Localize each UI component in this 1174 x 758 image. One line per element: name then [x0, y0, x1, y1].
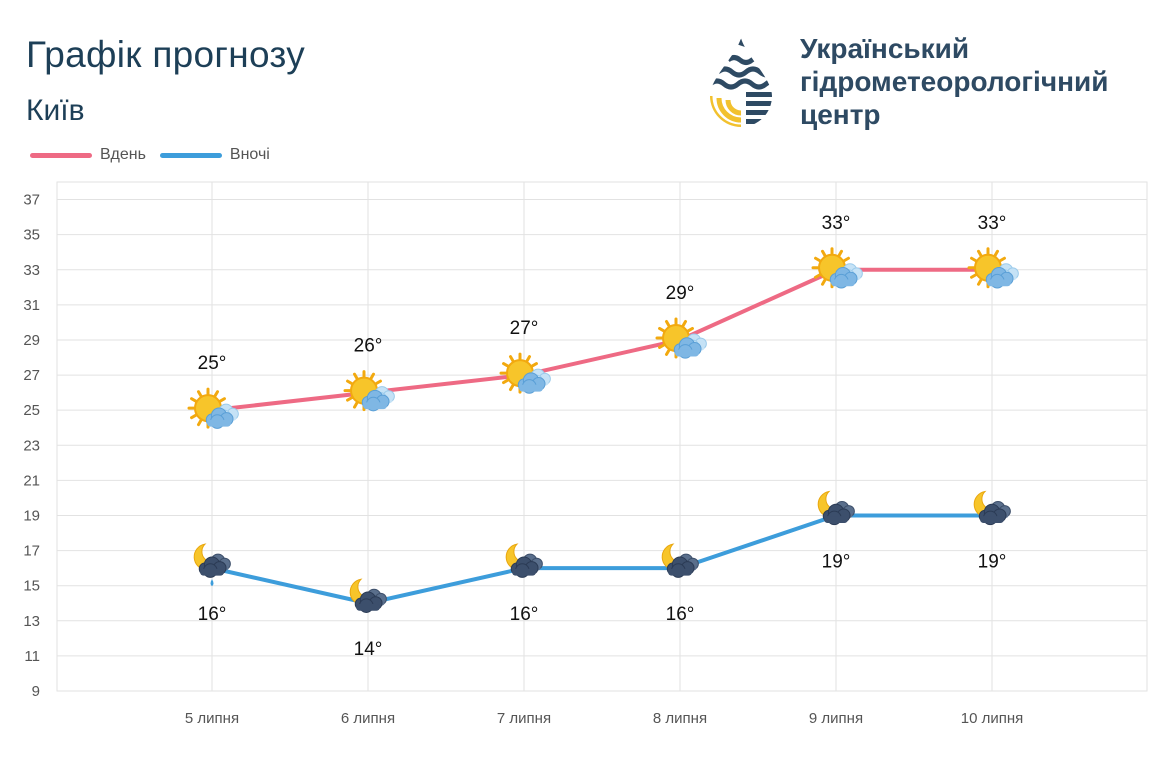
legend-label-day: Вдень — [100, 146, 146, 163]
moon-cloud-icon — [973, 490, 1011, 526]
data-label-day: 25° — [198, 353, 227, 374]
data-label-night: 16° — [198, 604, 227, 625]
y-tick-label: 9 — [32, 683, 40, 700]
line-day — [211, 267, 992, 413]
ukrhydromet-logo — [710, 38, 772, 127]
legend-item-night[interactable]: Вночі — [159, 146, 270, 164]
x-tick-label: 9 липня — [809, 710, 863, 727]
data-label-day: 33° — [978, 213, 1007, 234]
series-day: 25° 26° 27° 29° 33° 33° — [187, 213, 1019, 429]
y-tick-label: 27 — [23, 367, 40, 384]
org-name: Український гідрометеорологічний центр — [800, 32, 1108, 131]
data-label-night: 19° — [822, 551, 851, 572]
sun-cloud-icon — [655, 317, 707, 359]
series-night: 16° 14° 16° 16° 19° 19° — [193, 490, 1011, 660]
legend-item-day[interactable]: Вдень — [30, 146, 146, 164]
y-tick-label: 15 — [23, 578, 40, 595]
moon-cloud-icon — [661, 543, 699, 578]
x-tick-label: 5 липня — [185, 710, 239, 727]
chart-legend: Вдень Вночі — [30, 146, 284, 164]
x-tick-label: 6 липня — [341, 710, 395, 727]
data-label-night: 19° — [978, 551, 1007, 572]
x-tick-label: 7 липня — [497, 710, 551, 727]
data-label-night: 14° — [354, 639, 383, 660]
org-name-line1: Український — [800, 33, 970, 64]
y-tick-label: 29 — [23, 332, 40, 349]
y-tick-label: 17 — [23, 543, 40, 560]
data-label-night: 16° — [666, 604, 695, 625]
moon-cloud-icon — [817, 490, 855, 526]
sun-cloud-icon — [499, 352, 551, 394]
page-title: Графік прогнозу — [26, 34, 306, 75]
sun-cloud-icon — [187, 387, 239, 429]
data-label-day: 29° — [666, 283, 695, 304]
city-name: Київ — [26, 94, 85, 127]
data-label-day: 33° — [822, 213, 851, 234]
org-name-line3: центр — [800, 99, 881, 130]
y-tick-label: 37 — [23, 192, 40, 209]
org-name-line2: гідрометеорологічний — [800, 66, 1109, 97]
moon-cloud-icon — [349, 578, 387, 613]
sun-cloud-icon — [811, 247, 863, 289]
legend-swatch-day — [30, 152, 92, 158]
y-tick-label: 19 — [23, 507, 40, 524]
moon-cloud-icon — [505, 543, 543, 578]
y-tick-label: 11 — [24, 648, 40, 665]
y-tick-label: 33 — [23, 262, 40, 279]
x-tick-label: 8 липня — [653, 710, 707, 727]
y-tick-label: 13 — [23, 613, 40, 630]
data-label-day: 27° — [510, 318, 539, 339]
y-tick-label: 23 — [23, 437, 40, 454]
sun-cloud-icon — [967, 247, 1019, 289]
y-tick-label: 21 — [23, 472, 40, 489]
data-label-night: 16° — [510, 604, 539, 625]
legend-swatch-night — [159, 152, 222, 158]
sun-cloud-icon — [343, 370, 395, 412]
y-tick-label: 31 — [23, 297, 40, 314]
legend-label-night: Вночі — [229, 146, 270, 163]
y-tick-label: 35 — [23, 227, 40, 244]
line-night — [211, 513, 992, 606]
data-label-day: 26° — [354, 336, 383, 357]
x-tick-label: 10 липня — [961, 710, 1024, 727]
y-tick-label: 25 — [23, 402, 40, 419]
moon-cloud-rain-icon — [193, 543, 231, 587]
